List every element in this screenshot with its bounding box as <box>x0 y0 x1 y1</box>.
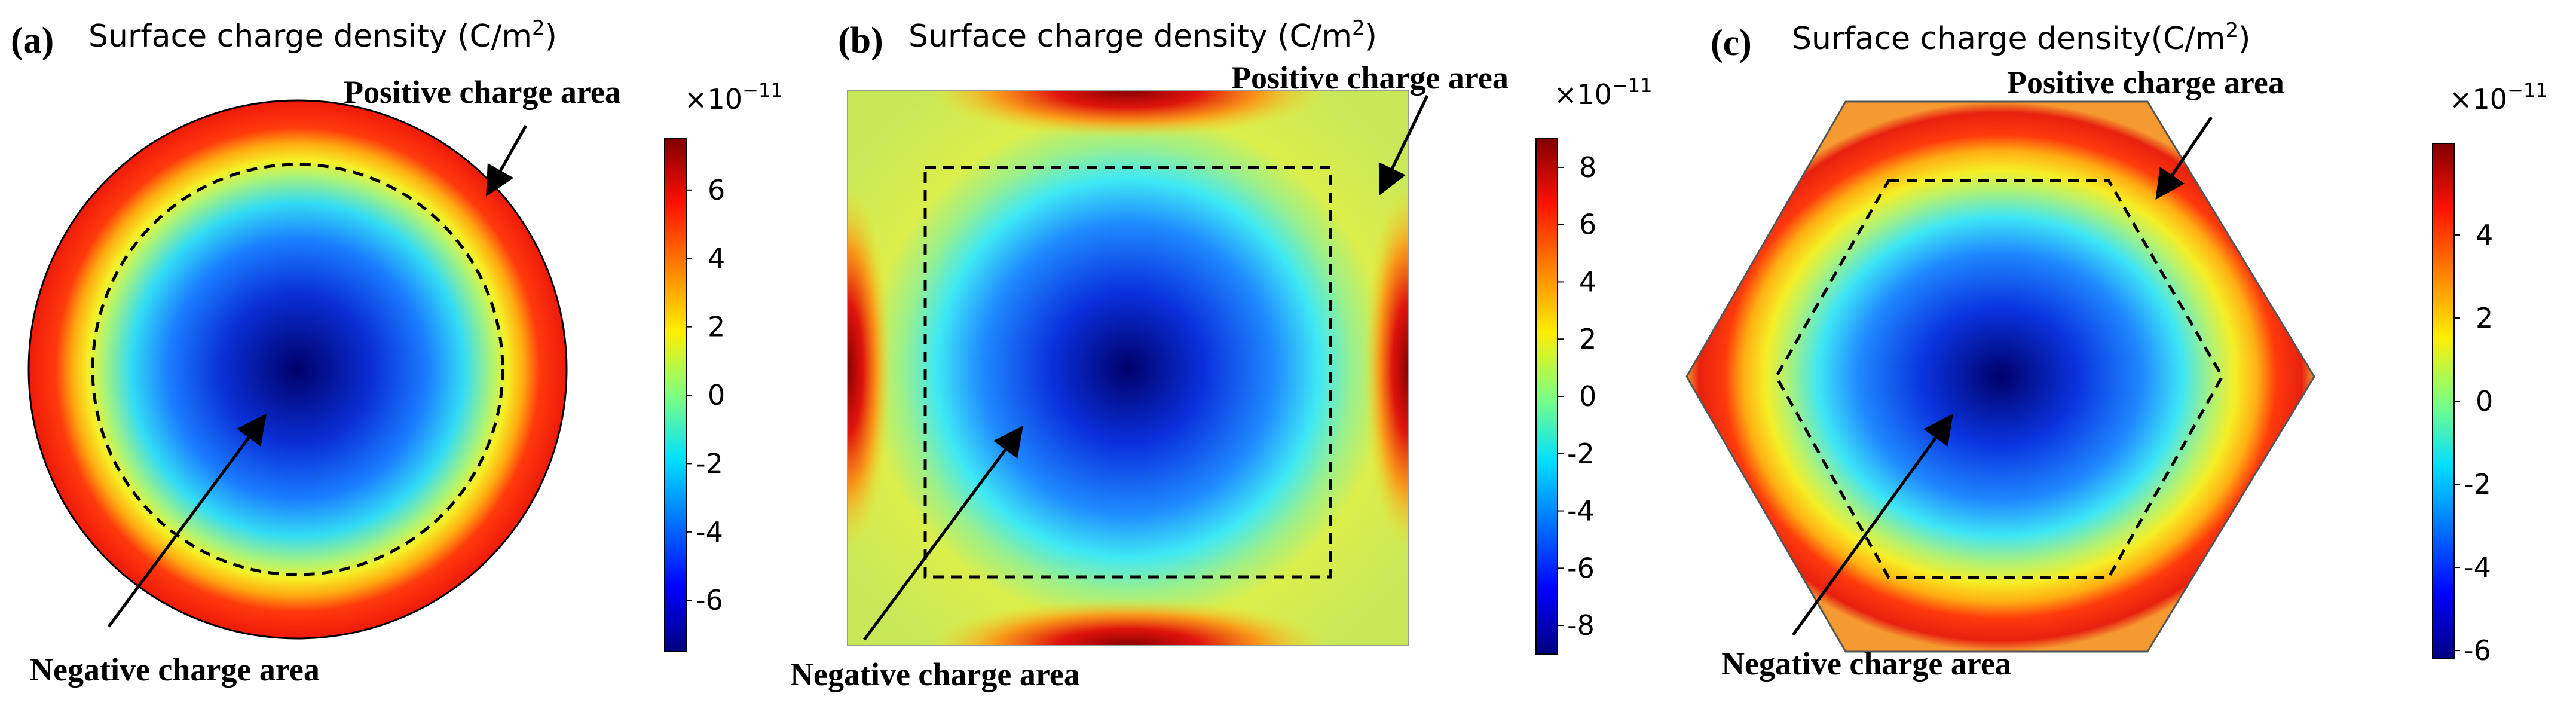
panel-a-negative-label: Negative charge area <box>30 652 320 688</box>
panel-b-square-outline <box>847 90 1409 646</box>
panel-a-colorbar-tick-label: 4 <box>708 242 725 274</box>
panel-b-colorbar-gradient <box>1535 138 1558 655</box>
panel-c-colorbar-tick-label: 0 <box>2476 385 2493 417</box>
panel-a-positive-arrow <box>486 124 528 197</box>
panel-a-positive-label: Positive charge area <box>344 74 621 110</box>
panel-c-positive-arrow <box>2155 116 2213 200</box>
panel-b-title: Surface charge density (C/m2) <box>908 16 1377 54</box>
panel-a-circular-field <box>27 99 568 640</box>
panel-c-colorbar-tick-label: 4 <box>2476 219 2493 251</box>
panel-a-colorbar-tick-label: 0 <box>708 379 725 411</box>
panel-c-colorbar: ×10−11 4 2 0 -2 -4 -6 <box>2432 79 2548 667</box>
panel-c-negative-label: Negative charge area <box>1721 646 2011 682</box>
panel-c: (c) Surface charge density(C/m2) Positiv… <box>1685 19 2548 682</box>
panel-c-dashed-boundary <box>1775 179 2224 579</box>
panel-a-colorbar-exponent: ×10−11 <box>684 79 783 115</box>
panel-a: (a) Surface charge density (C/m2) Positi… <box>11 16 783 688</box>
panel-a-colorbar-tick-label: 2 <box>708 311 725 343</box>
panel-a-label: (a) <box>11 20 54 61</box>
panel-a-colorbar: ×10−11 6 4 2 0 -2 -4 -6 <box>664 79 783 652</box>
panel-a-negative-arrow <box>107 413 267 628</box>
panel-b-colorbar-tick-label: -4 <box>1567 495 1595 527</box>
panel-a-colorbar-tick-label: -6 <box>696 584 723 616</box>
panel-c-colorbar-tick-label: 2 <box>2476 302 2493 334</box>
panel-a-colorbar-tick-label: -4 <box>696 516 723 548</box>
panel-c-hexagonal-field <box>1685 100 2315 653</box>
panel-a-colorbar-tick-label: -2 <box>696 447 723 479</box>
panel-b-positive-label: Positive charge area <box>1231 60 1509 96</box>
panel-a-dashed-boundary <box>91 163 504 576</box>
panel-c-colorbar-gradient <box>2432 143 2455 659</box>
panel-b-negative-label: Negative charge area <box>790 656 1080 692</box>
panel-b-colorbar-tick-label: 6 <box>1579 209 1596 241</box>
panel-b-dashed-boundary <box>923 166 1332 579</box>
panel-b-colorbar-tick-label: -6 <box>1567 552 1595 584</box>
panel-b-colorbar-tick-label: -8 <box>1567 609 1595 641</box>
panel-b-colorbar-tick-label: -2 <box>1567 438 1595 470</box>
panel-b-negative-arrow <box>862 425 1023 641</box>
panel-c-positive-label: Positive charge area <box>2007 65 2284 100</box>
panel-a-colorbar-ticks: 6 4 2 0 -2 -4 -6 <box>686 174 725 616</box>
panel-c-title: Surface charge density(C/m2) <box>1792 19 2250 57</box>
panel-b-square-field <box>848 91 1408 646</box>
panel-a-title: Surface charge density (C/m2) <box>88 16 557 54</box>
panel-c-label: (c) <box>1711 23 1752 63</box>
panel-b-colorbar-tick-label: 2 <box>1579 323 1596 355</box>
panel-c-colorbar-tick-label: -6 <box>2464 634 2491 667</box>
panel-b-colorbar-tick-label: 0 <box>1579 380 1596 413</box>
panel-c-colorbar-exponent: ×10−11 <box>2449 79 2548 115</box>
panel-a-colorbar-tick-label: 6 <box>708 174 725 206</box>
panel-c-colorbar-tick-label: -2 <box>2464 468 2491 500</box>
panel-c-negative-arrow <box>1791 413 1953 636</box>
panel-b-colorbar-exponent: ×10−11 <box>1554 74 1653 111</box>
panel-b-colorbar-ticks: 8 6 4 2 0 -2 -4 -6 -8 <box>1558 151 1596 641</box>
panel-b-colorbar: ×10−11 8 6 4 2 0 -2 -4 -6 -8 <box>1535 74 1653 655</box>
panel-b-colorbar-tick-label: 4 <box>1579 265 1596 298</box>
panel-c-colorbar-ticks: 4 2 0 -2 -4 -6 <box>2454 219 2493 667</box>
panel-c-colorbar-tick-label: -4 <box>2464 551 2491 583</box>
panel-b-label: (b) <box>838 20 883 61</box>
panel-b: (b) Surface charge density (C/m2) Positi… <box>790 16 1653 692</box>
panel-a-colorbar-gradient <box>664 138 687 652</box>
panel-b-positive-arrow <box>1378 94 1429 196</box>
panel-b-colorbar-tick-label: 8 <box>1579 151 1596 184</box>
